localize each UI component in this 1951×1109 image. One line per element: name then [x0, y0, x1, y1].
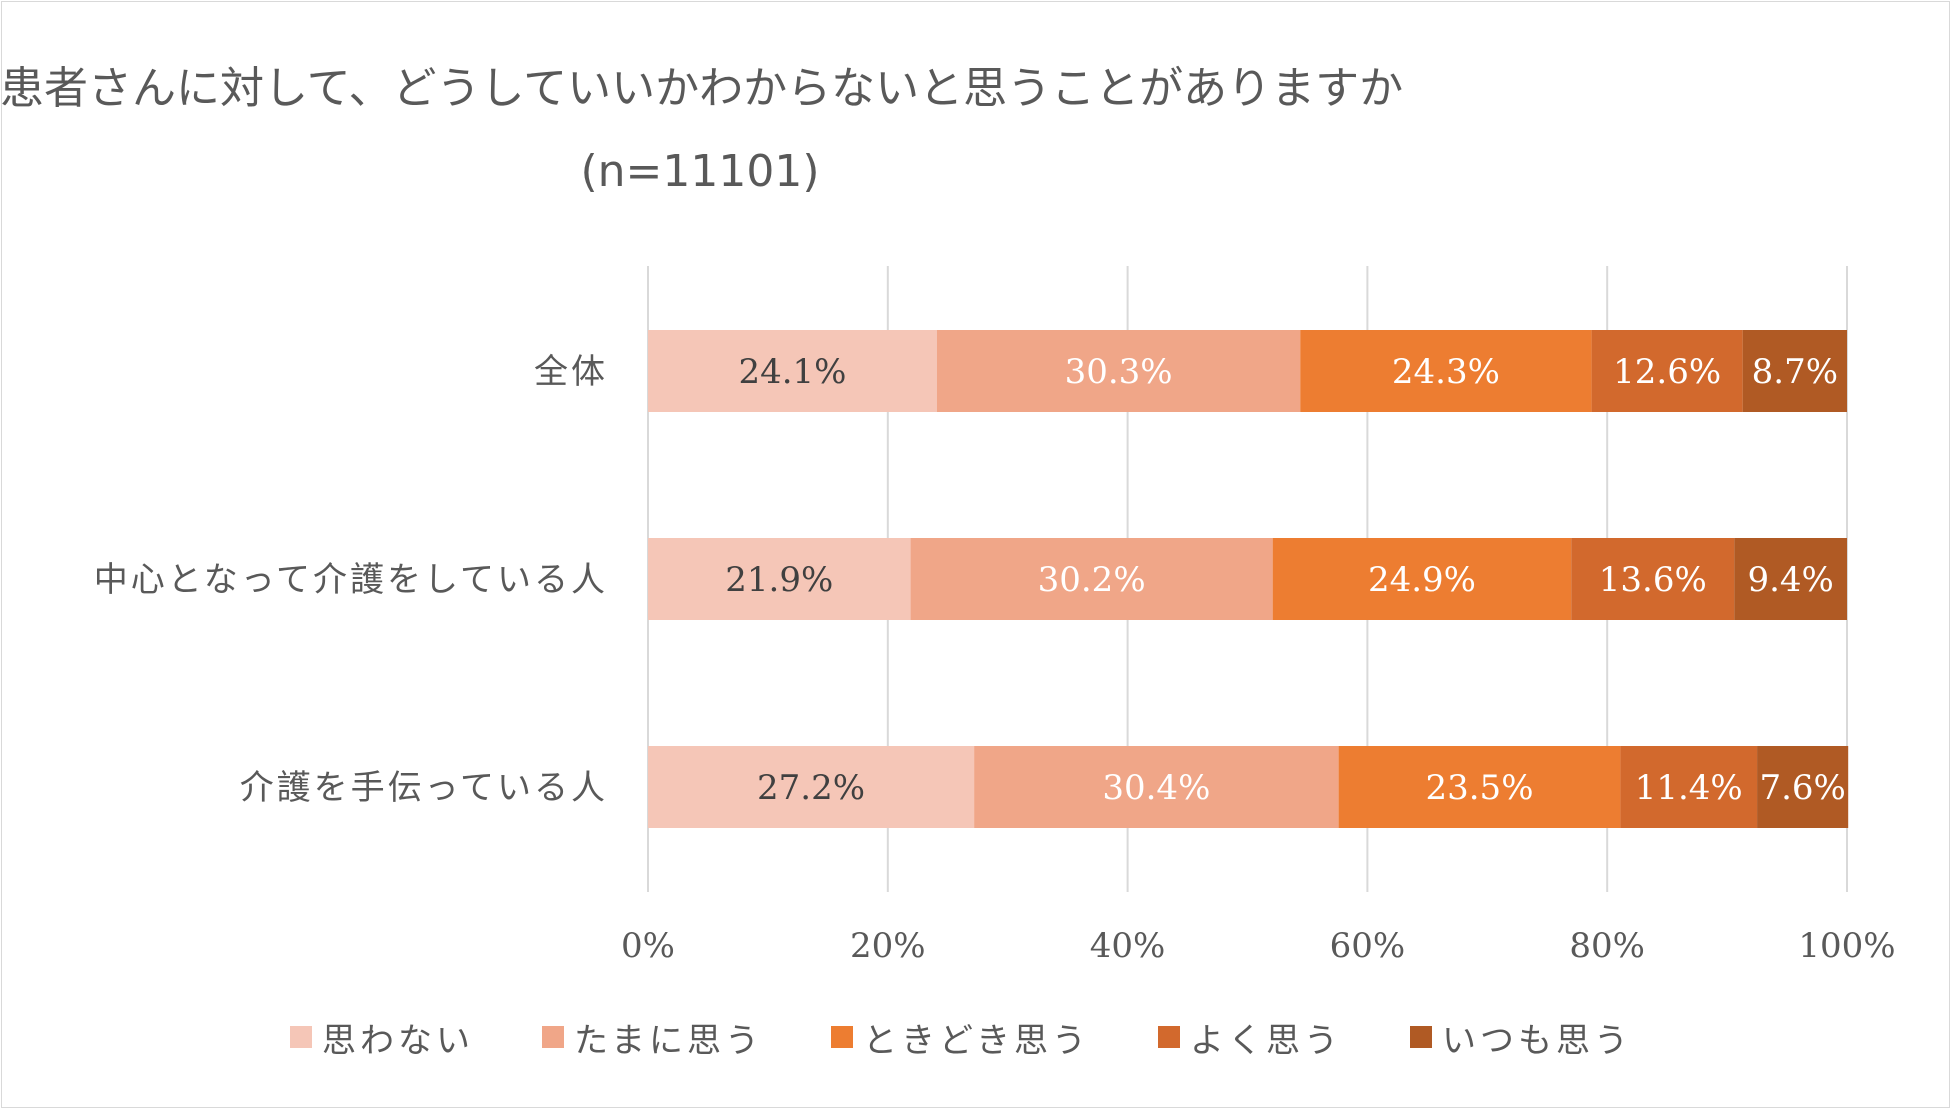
legend-label: いつも思う	[1441, 1020, 1632, 1061]
data-label: 7.6%	[1759, 768, 1845, 808]
bar-segment	[1742, 330, 1847, 412]
bar-segment	[910, 538, 1273, 620]
data-label: 24.3%	[1392, 352, 1500, 392]
legend-swatch	[542, 1026, 564, 1048]
legend-label: よく思う	[1189, 1020, 1342, 1061]
data-label: 13.6%	[1599, 560, 1707, 600]
bar-segment	[974, 746, 1339, 828]
bar-segment	[1757, 746, 1849, 828]
x-tick-label: 80%	[1569, 926, 1645, 966]
x-tick-label: 100%	[1798, 926, 1895, 966]
x-tick-label: 60%	[1330, 926, 1406, 966]
category-label: 介護を手伝っている人	[240, 768, 608, 808]
legend-label: たまに思う	[574, 1020, 763, 1061]
data-label: 11.4%	[1635, 768, 1743, 808]
legend-label: ときどき思う	[862, 1020, 1090, 1061]
legend-label: 思わない	[322, 1020, 474, 1061]
bar-segment	[1300, 330, 1592, 412]
bar-segment	[648, 330, 937, 412]
chart-legend: 思わない たまに思う ときどき思う よく思う いつも思う	[290, 1012, 1700, 1062]
bar-segment	[936, 330, 1301, 412]
legend-swatch	[830, 1026, 853, 1048]
bar-segment	[648, 538, 911, 620]
chart-subtitle: (n=11101)	[580, 146, 820, 197]
category-label: 全体	[534, 352, 608, 392]
legend-item: ときどき思う	[830, 1013, 1090, 1062]
legend-item: よく思う	[1157, 1013, 1342, 1062]
legend-item: たまに思う	[542, 1013, 763, 1062]
legend-swatch	[1157, 1026, 1180, 1048]
x-tick-label: 0%	[621, 926, 675, 966]
legend-item: いつも思う	[1409, 1013, 1632, 1062]
legend-swatch	[290, 1026, 312, 1048]
bar-segment	[1338, 746, 1621, 828]
data-label: 8.7%	[1752, 352, 1838, 392]
data-label: 30.3%	[1065, 352, 1173, 392]
data-label: 23.5%	[1425, 768, 1533, 808]
data-label: 21.9%	[725, 560, 833, 600]
data-label: 24.9%	[1368, 560, 1476, 600]
bar-segment	[1620, 746, 1758, 828]
bar-segment	[648, 746, 975, 828]
chart-title: 患者さんに対して、どうしていいかわからないと思うことがありますか	[0, 63, 1404, 114]
x-tick-label: 20%	[850, 926, 926, 966]
bar-segment	[1571, 538, 1735, 620]
chart-plot: 0% 20% 40% 60% 80% 100% 全体中心となって介護をしている人介護を手伝っ…	[94, 266, 1896, 966]
data-label: 27.2%	[757, 768, 865, 808]
bar-segment	[1272, 538, 1572, 620]
data-label: 9.4%	[1747, 560, 1833, 600]
data-label: 24.1%	[738, 352, 846, 392]
bar-segment	[1591, 330, 1743, 412]
category-label: 中心となって介護をしている人	[94, 560, 608, 600]
data-label: 30.4%	[1102, 768, 1210, 808]
x-tick-label: 40%	[1090, 926, 1166, 966]
legend-swatch	[1409, 1026, 1432, 1048]
data-label: 12.6%	[1613, 352, 1721, 392]
legend-item: 思わない	[290, 1013, 474, 1062]
bar-segment	[1734, 538, 1847, 620]
data-label: 30.2%	[1038, 560, 1146, 600]
